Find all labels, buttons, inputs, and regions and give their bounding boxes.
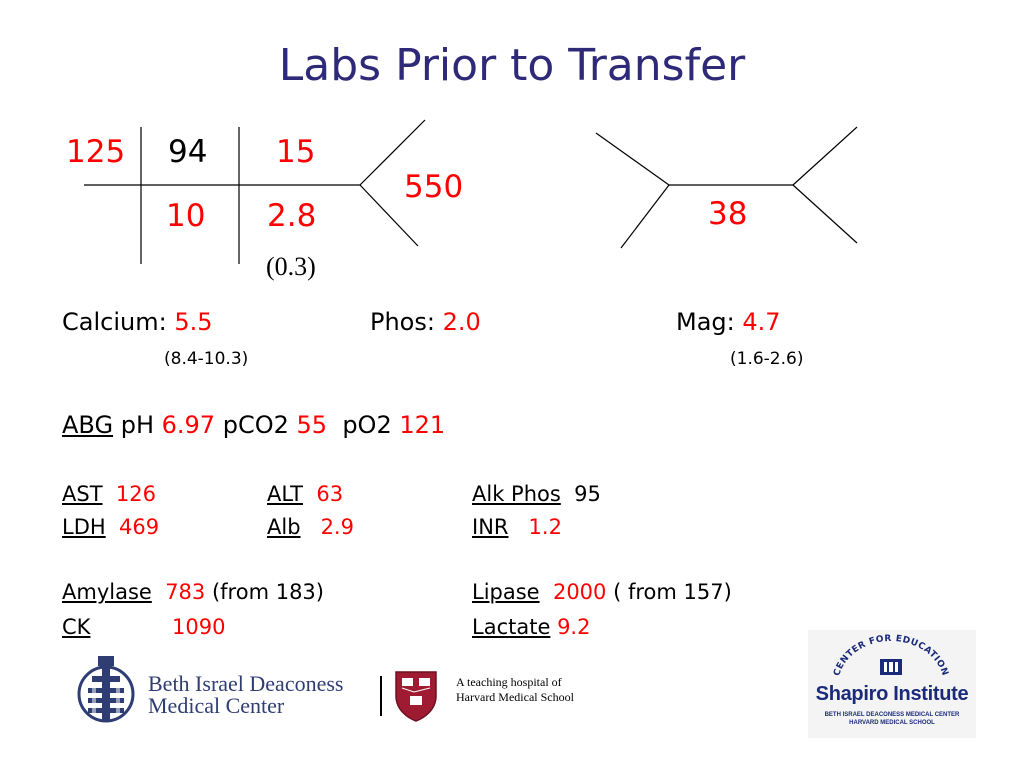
cbc-value: 38 [708,196,748,232]
phos-label: Phos: [370,308,435,336]
chloride-value: 94 [168,134,208,170]
harvard-shield-icon [395,671,437,722]
shapiro-name: Shapiro Institute [815,683,969,705]
amylase-value: 783 [165,580,206,604]
pco2-value: 55 [296,411,328,439]
ldh-row: LDH 469 [62,514,159,540]
shapiro-arc-logo-icon: CENTER FOR EDUCATION [832,634,949,677]
ph-value: 6.97 [161,411,216,439]
ck-value: 1090 [172,615,226,639]
inr-row: INR 1.2 [472,514,562,540]
abg-label: ABG [62,411,114,439]
amylase-from: (from 183) [211,580,324,604]
po2-label: pO2 [342,411,392,439]
glucose-value: 550 [404,169,464,205]
alt-value: 63 [316,482,344,506]
page-title: Labs Prior to Transfer [278,40,746,91]
ast-value: 126 [115,482,156,506]
bidmc-logo-icon [77,656,135,723]
teaching-line2: Harvard Medical School [456,690,574,704]
mag-row: Mag: 4.7 [676,308,781,336]
calcium-range: (8.4-10.3) [164,349,249,369]
bicarb-value: 2.8 [267,198,317,234]
alb-label: Alb [267,515,301,539]
bun-value: 15 [276,134,316,170]
pco2-label: pCO2 [222,411,289,439]
footer-divider [380,676,382,716]
lipase-label: Lipase [472,580,540,604]
lactate-label: Lactate [472,615,551,639]
mag-value: 4.7 [742,308,781,336]
calcium-label: Calcium: [62,308,167,336]
ast-row: AST 126 [62,481,156,507]
bidmc-name-line2: Medical Center [148,693,285,718]
amylase-row: Amylase 783 (from 183) [62,579,324,605]
abg-row: ABG pH 6.97 pCO2 55 pO2 121 [62,411,445,439]
alkphos-row: Alk Phos 95 [472,481,601,507]
lactate-value: 9.2 [557,615,591,639]
alkphos-value: 95 [574,482,601,506]
alt-row: ALT 63 [267,481,343,507]
ast-label: AST [62,482,103,506]
calcium-row: Calcium: 5.5 [62,308,212,336]
lipase-value: 2000 [552,580,607,604]
shapiro-logo [808,630,976,738]
teaching-line1: A teaching hospital of [456,675,562,689]
lipase-row: Lipase 2000 ( from 157) [472,579,732,605]
sodium-value: 125 [66,134,126,170]
creatinine-note: (0.3) [266,252,316,281]
lactate-row: Lactate 9.2 [472,614,590,640]
alb-row: Alb 2.9 [267,514,354,540]
ldh-value: 469 [119,515,160,539]
phos-row: Phos: 2.0 [370,308,481,336]
ph-label: pH [120,411,154,439]
inr-value: 1.2 [528,515,562,539]
ck-label: CK [62,615,91,639]
phos-value: 2.0 [442,308,481,336]
shapiro-sub1: BETH ISRAEL DEACONESS MEDICAL CENTER [824,712,960,718]
alkphos-label: Alk Phos [472,482,561,506]
inr-label: INR [472,515,509,539]
lipase-from: ( from 157) [613,580,732,604]
calcium-value: 5.5 [174,308,213,336]
amylase-label: Amylase [62,580,152,604]
mag-label: Mag: [676,308,735,336]
ldh-label: LDH [62,515,106,539]
alt-label: ALT [267,482,304,506]
alb-value: 2.9 [320,515,354,539]
shapiro-sub2: HARVARD MEDICAL SCHOOL [849,720,935,726]
mag-range: (1.6-2.6) [730,349,804,369]
bidmc-name-line1: Beth Israel Deaconess [148,671,344,696]
ck-row: CK [62,614,90,640]
potassium-value: 10 [166,198,206,234]
po2-value: 121 [399,411,446,439]
